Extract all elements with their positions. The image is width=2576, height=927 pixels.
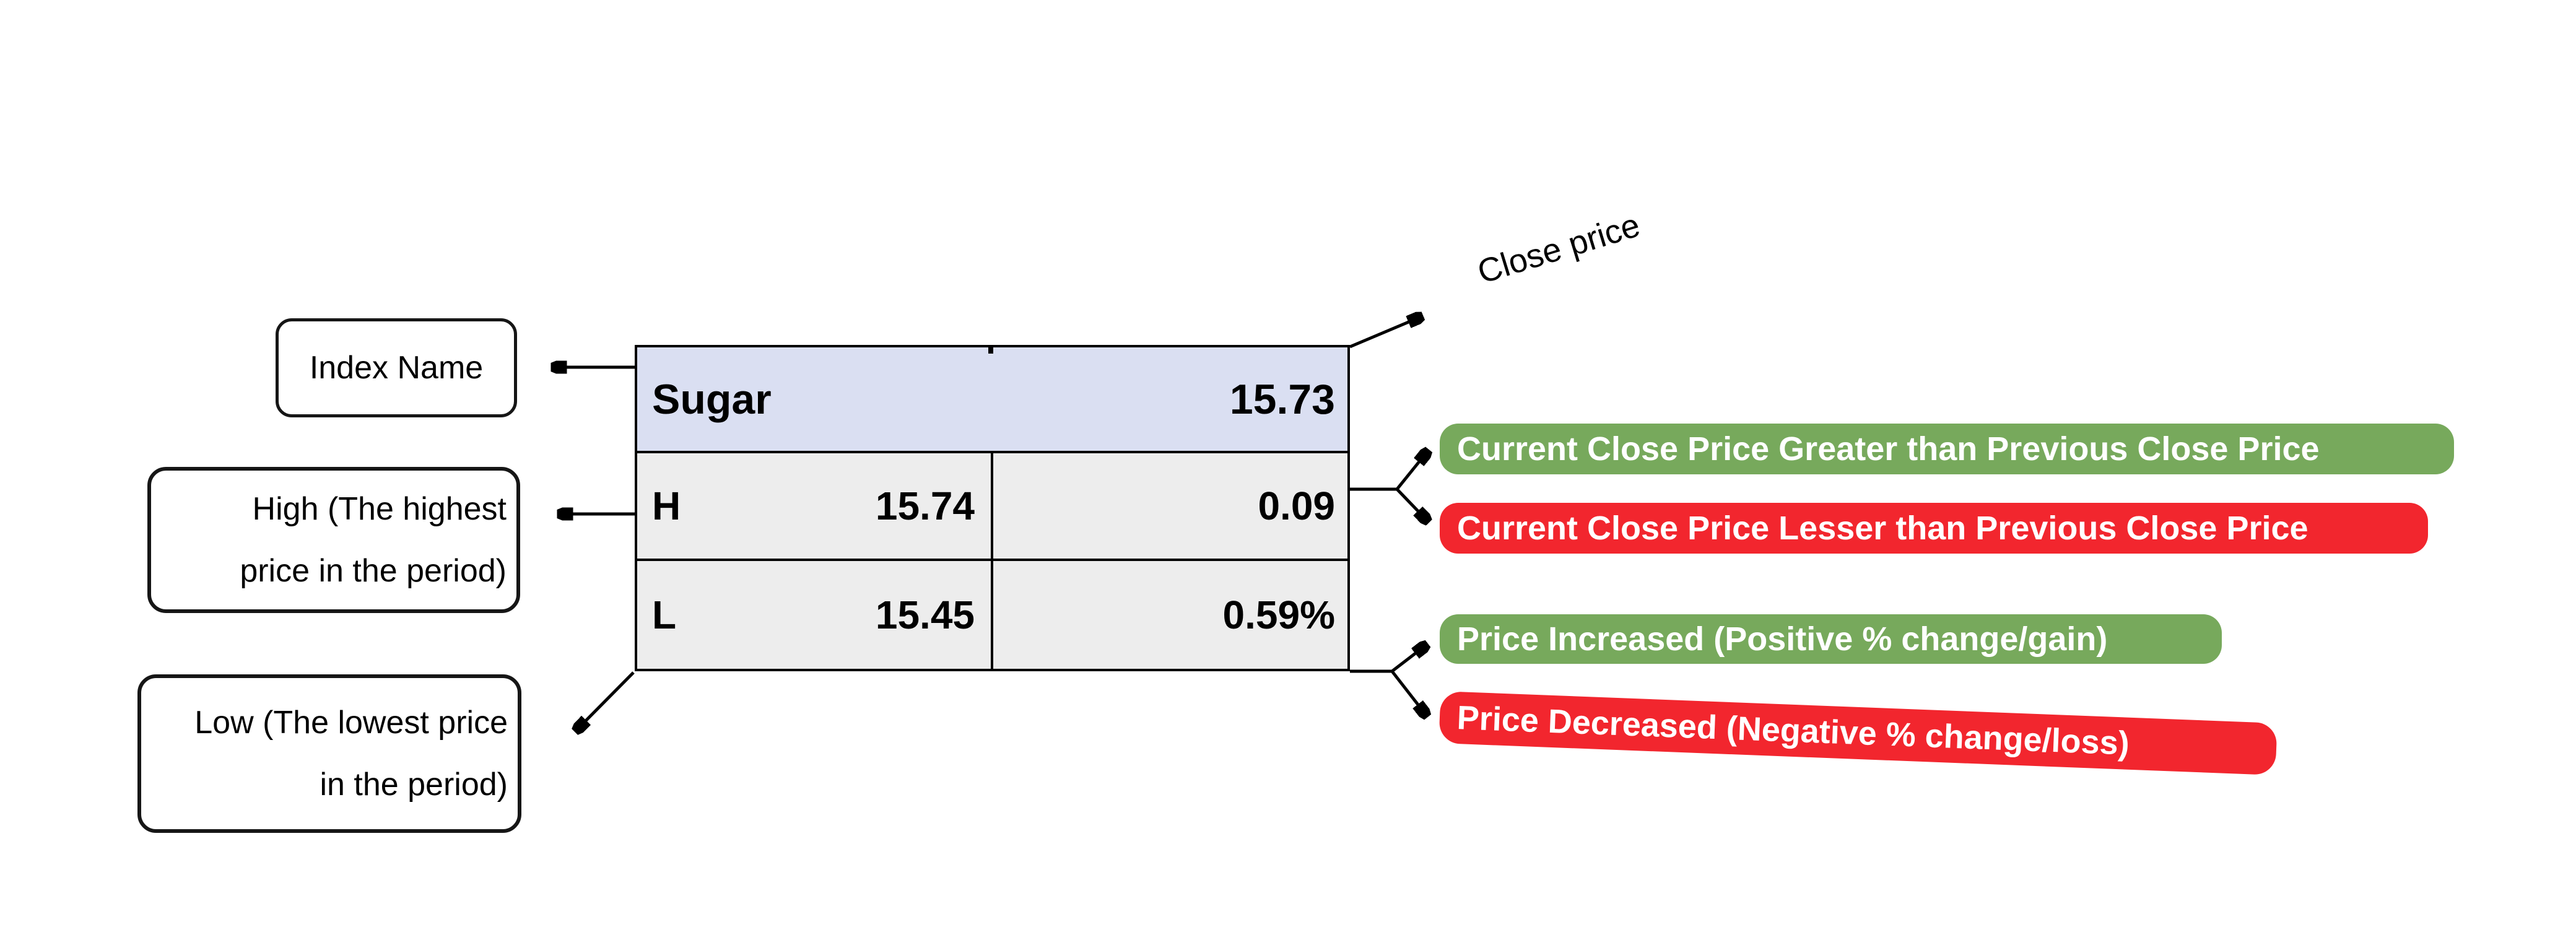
percent-fork-up-arrow bbox=[1391, 645, 1427, 672]
legend-close-greater-badge: Current Close Price Greater than Previou… bbox=[1440, 424, 2454, 474]
index-name-text: Sugar bbox=[652, 375, 772, 423]
change-cell: 0.09 bbox=[993, 453, 1347, 559]
table-row-low: L 15.45 0.59% bbox=[637, 561, 1347, 669]
change-percent-value: 0.59% bbox=[1222, 593, 1335, 637]
change-value: 0.09 bbox=[1258, 484, 1335, 528]
legend-close-greater-text: Current Close Price Greater than Previou… bbox=[1457, 430, 2320, 468]
low-label: L bbox=[652, 593, 677, 637]
legend-price-increased-badge: Price Increased (Positive % change/gain) bbox=[1440, 614, 2222, 664]
close-price-callout: Close price bbox=[1473, 206, 1645, 291]
legend-close-lesser-badge: Current Close Price Lesser than Previous… bbox=[1440, 503, 2428, 554]
high-callout: High (The highest price in the period) bbox=[147, 467, 520, 613]
legend-price-decreased-text: Price Decreased (Negative % change/loss) bbox=[1456, 699, 2130, 762]
table-header-row: Sugar 15.73 bbox=[637, 347, 1347, 453]
change-percent-cell: 0.59% bbox=[993, 561, 1347, 669]
high-callout-line1: High (The highest bbox=[252, 491, 507, 527]
price-widget-table: Sugar 15.73 H 15.74 0.09 L 15.45 0.59% bbox=[635, 345, 1350, 671]
high-cell: H 15.74 bbox=[637, 453, 993, 559]
close-price-value: 15.73 bbox=[1229, 375, 1335, 423]
divider-top-tick bbox=[988, 346, 993, 354]
low-arrow bbox=[576, 671, 635, 731]
low-callout: Low (The lowest price in the period) bbox=[137, 674, 521, 833]
high-value: 15.74 bbox=[875, 484, 975, 528]
legend-price-decreased-badge: Price Decreased (Negative % change/loss) bbox=[1438, 691, 2278, 775]
high-label: H bbox=[652, 484, 681, 528]
index-name-callout-text: Index Name bbox=[309, 350, 484, 386]
low-value: 15.45 bbox=[875, 593, 975, 637]
high-callout-line2: price in the period) bbox=[240, 553, 507, 589]
table-row-high: H 15.74 0.09 bbox=[637, 453, 1347, 561]
low-cell: L 15.45 bbox=[637, 561, 993, 669]
low-callout-line1: Low (The lowest price bbox=[194, 705, 508, 741]
change-fork-up-arrow bbox=[1396, 451, 1428, 490]
percent-fork-down-arrow bbox=[1391, 670, 1427, 716]
close-price-arrow bbox=[1349, 316, 1422, 349]
index-name-callout: Index Name bbox=[276, 318, 517, 417]
legend-price-increased-text: Price Increased (Positive % change/gain) bbox=[1457, 620, 2108, 658]
change-fork-down-arrow bbox=[1396, 488, 1428, 521]
legend-close-lesser-text: Current Close Price Lesser than Previous… bbox=[1457, 510, 2308, 547]
low-callout-line2: in the period) bbox=[320, 767, 508, 803]
